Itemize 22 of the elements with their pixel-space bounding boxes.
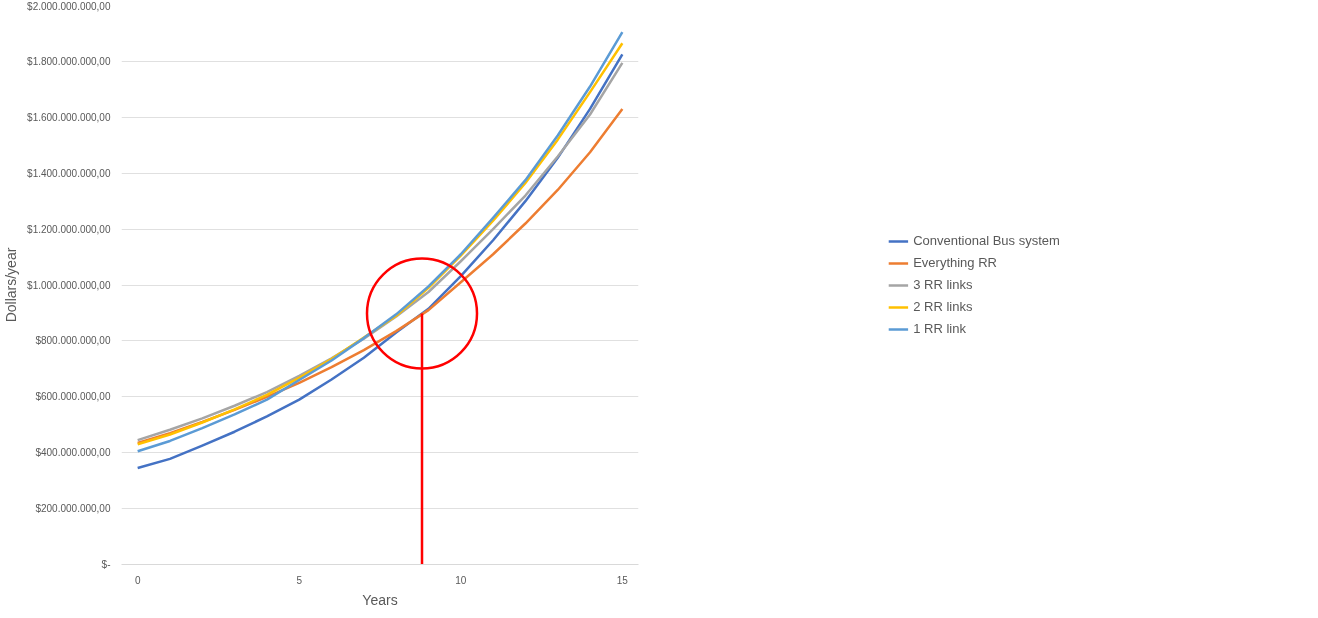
- y-tick-label: $800.000.000,00: [35, 335, 111, 347]
- y-tick-label: $1.400.000.000,00: [27, 167, 111, 179]
- x-tick-label: 10: [455, 574, 467, 586]
- x-tick-label: 15: [616, 574, 629, 586]
- y-tick-label: $200.000.000,00: [35, 503, 111, 515]
- y-tick-label: $400.000.000,00: [35, 447, 111, 459]
- y-axis-title: Dollars/year: [3, 247, 20, 323]
- y-tick-label: $2.000.000.000,00: [27, 0, 111, 12]
- y-tick-label: $1.000.000.000,00: [27, 279, 111, 291]
- y-tick-label: $600.000.000,00: [35, 391, 111, 403]
- x-axis-title: Years: [362, 591, 398, 608]
- legend-label: 2 RR links: [913, 299, 973, 314]
- y-tick-label: $1.800.000.000,00: [27, 55, 111, 67]
- legend-label: 3 RR links: [913, 277, 973, 292]
- y-tick-label: $-: [101, 559, 111, 570]
- y-tick-label: $1.600.000.000,00: [27, 111, 111, 123]
- legend-label: Everything RR: [913, 255, 997, 270]
- legend-label: Conventional Bus system: [913, 233, 1060, 248]
- x-tick-label: 0: [134, 574, 141, 586]
- legend-label: 1 RR link: [913, 321, 966, 336]
- x-tick-label: 5: [296, 574, 303, 586]
- y-tick-label: $1.200.000.000,00: [27, 223, 111, 235]
